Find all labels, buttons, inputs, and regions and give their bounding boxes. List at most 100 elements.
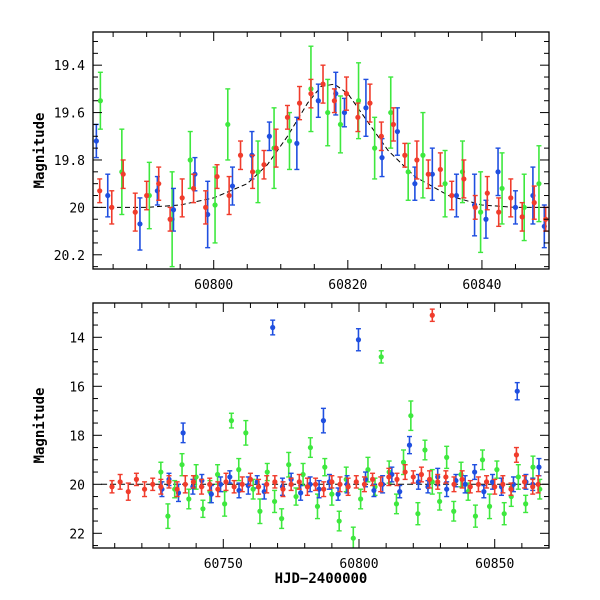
- data-marker: [521, 479, 528, 485]
- blue-point: [320, 407, 327, 434]
- red-point: [304, 477, 311, 497]
- red-point: [472, 194, 478, 220]
- blue-point: [483, 199, 489, 239]
- red-point: [166, 475, 172, 489]
- data-marker: [508, 195, 514, 201]
- data-marker: [412, 181, 418, 187]
- data-marker: [472, 513, 479, 519]
- red-point: [190, 475, 197, 489]
- green-point: [200, 499, 206, 519]
- blue-point: [462, 475, 468, 494]
- red-point: [120, 159, 126, 190]
- data-marker: [208, 491, 214, 497]
- data-marker: [207, 481, 213, 487]
- top-panel: 60800 60820 60840 19.4 19.6 19.8 20 20.2 Magnitu…: [32, 31, 550, 293]
- data-marker: [514, 388, 520, 394]
- data-marker: [294, 140, 300, 146]
- data-marker: [264, 469, 270, 475]
- data-marker: [120, 171, 126, 177]
- data-marker: [355, 114, 361, 120]
- data-marker: [97, 98, 103, 104]
- red-point: [378, 121, 384, 152]
- green-point: [257, 498, 263, 525]
- data-marker: [132, 209, 138, 215]
- data-marker: [353, 479, 359, 485]
- red-point: [255, 478, 262, 495]
- green-point: [408, 400, 414, 432]
- data-marker: [200, 506, 206, 512]
- data-marker: [250, 486, 256, 492]
- data-marker: [350, 535, 356, 541]
- data-marker: [329, 491, 335, 497]
- red-point: [109, 479, 115, 494]
- data-marker: [307, 444, 314, 451]
- data-marker: [443, 474, 449, 480]
- y-tick-label: 20: [69, 478, 85, 493]
- data-marker: [513, 452, 520, 458]
- red-point: [182, 475, 188, 494]
- red-point: [414, 140, 420, 180]
- data-marker: [93, 138, 99, 144]
- green-point: [337, 95, 344, 154]
- red-point: [308, 78, 314, 109]
- data-marker: [336, 518, 342, 524]
- red-point: [390, 107, 397, 142]
- red-point: [272, 475, 278, 489]
- blue-point: [217, 476, 224, 493]
- data-marker: [165, 513, 171, 519]
- data-marker: [481, 489, 487, 495]
- data-marker: [231, 484, 237, 490]
- green-point: [442, 149, 448, 218]
- green-point: [300, 462, 306, 487]
- data-marker: [228, 418, 235, 424]
- data-marker: [369, 476, 376, 482]
- data-marker: [304, 484, 311, 490]
- data-marker: [105, 192, 111, 199]
- red-point: [284, 104, 291, 130]
- red-point: [132, 192, 138, 232]
- green-point: [451, 500, 457, 522]
- data-marker: [286, 462, 292, 468]
- data-marker: [489, 479, 496, 485]
- green-point: [486, 493, 493, 520]
- green-point: [293, 487, 299, 506]
- green-point: [307, 437, 314, 459]
- blue-point: [429, 147, 435, 201]
- blue-point: [371, 483, 377, 498]
- data-marker: [337, 121, 344, 128]
- data-marker: [535, 481, 541, 487]
- plot-area: [101, 308, 549, 548]
- red-point: [410, 470, 416, 484]
- red-point: [261, 149, 267, 180]
- red-point: [508, 178, 514, 218]
- green-point: [429, 468, 435, 495]
- blue-point: [394, 107, 401, 156]
- red-point: [475, 476, 482, 493]
- red-point: [321, 481, 327, 498]
- green-point: [420, 111, 426, 199]
- data-marker: [394, 476, 400, 482]
- green-point: [478, 171, 484, 254]
- data-marker: [237, 152, 244, 158]
- data-marker: [461, 176, 467, 182]
- red-point: [174, 481, 180, 498]
- data-marker: [158, 484, 164, 490]
- data-marker: [141, 486, 148, 492]
- data-marker: [414, 157, 420, 163]
- data-marker: [125, 489, 131, 495]
- red-point: [378, 476, 384, 493]
- red-point: [353, 475, 359, 489]
- data-marker: [320, 81, 326, 87]
- data-marker: [133, 476, 140, 482]
- data-marker: [190, 479, 197, 485]
- data-marker: [182, 481, 188, 487]
- red-point: [530, 478, 536, 495]
- y-tick-label: 20: [69, 201, 85, 216]
- red-point: [125, 482, 131, 501]
- bottom-panel: 60750 60800 60850 14 16 18 20 22 Magnitude HJD−24…: [32, 302, 550, 587]
- data-marker: [408, 413, 414, 419]
- data-marker: [437, 498, 443, 505]
- data-marker: [222, 501, 228, 507]
- green-point: [405, 142, 411, 201]
- blue-point: [481, 484, 487, 499]
